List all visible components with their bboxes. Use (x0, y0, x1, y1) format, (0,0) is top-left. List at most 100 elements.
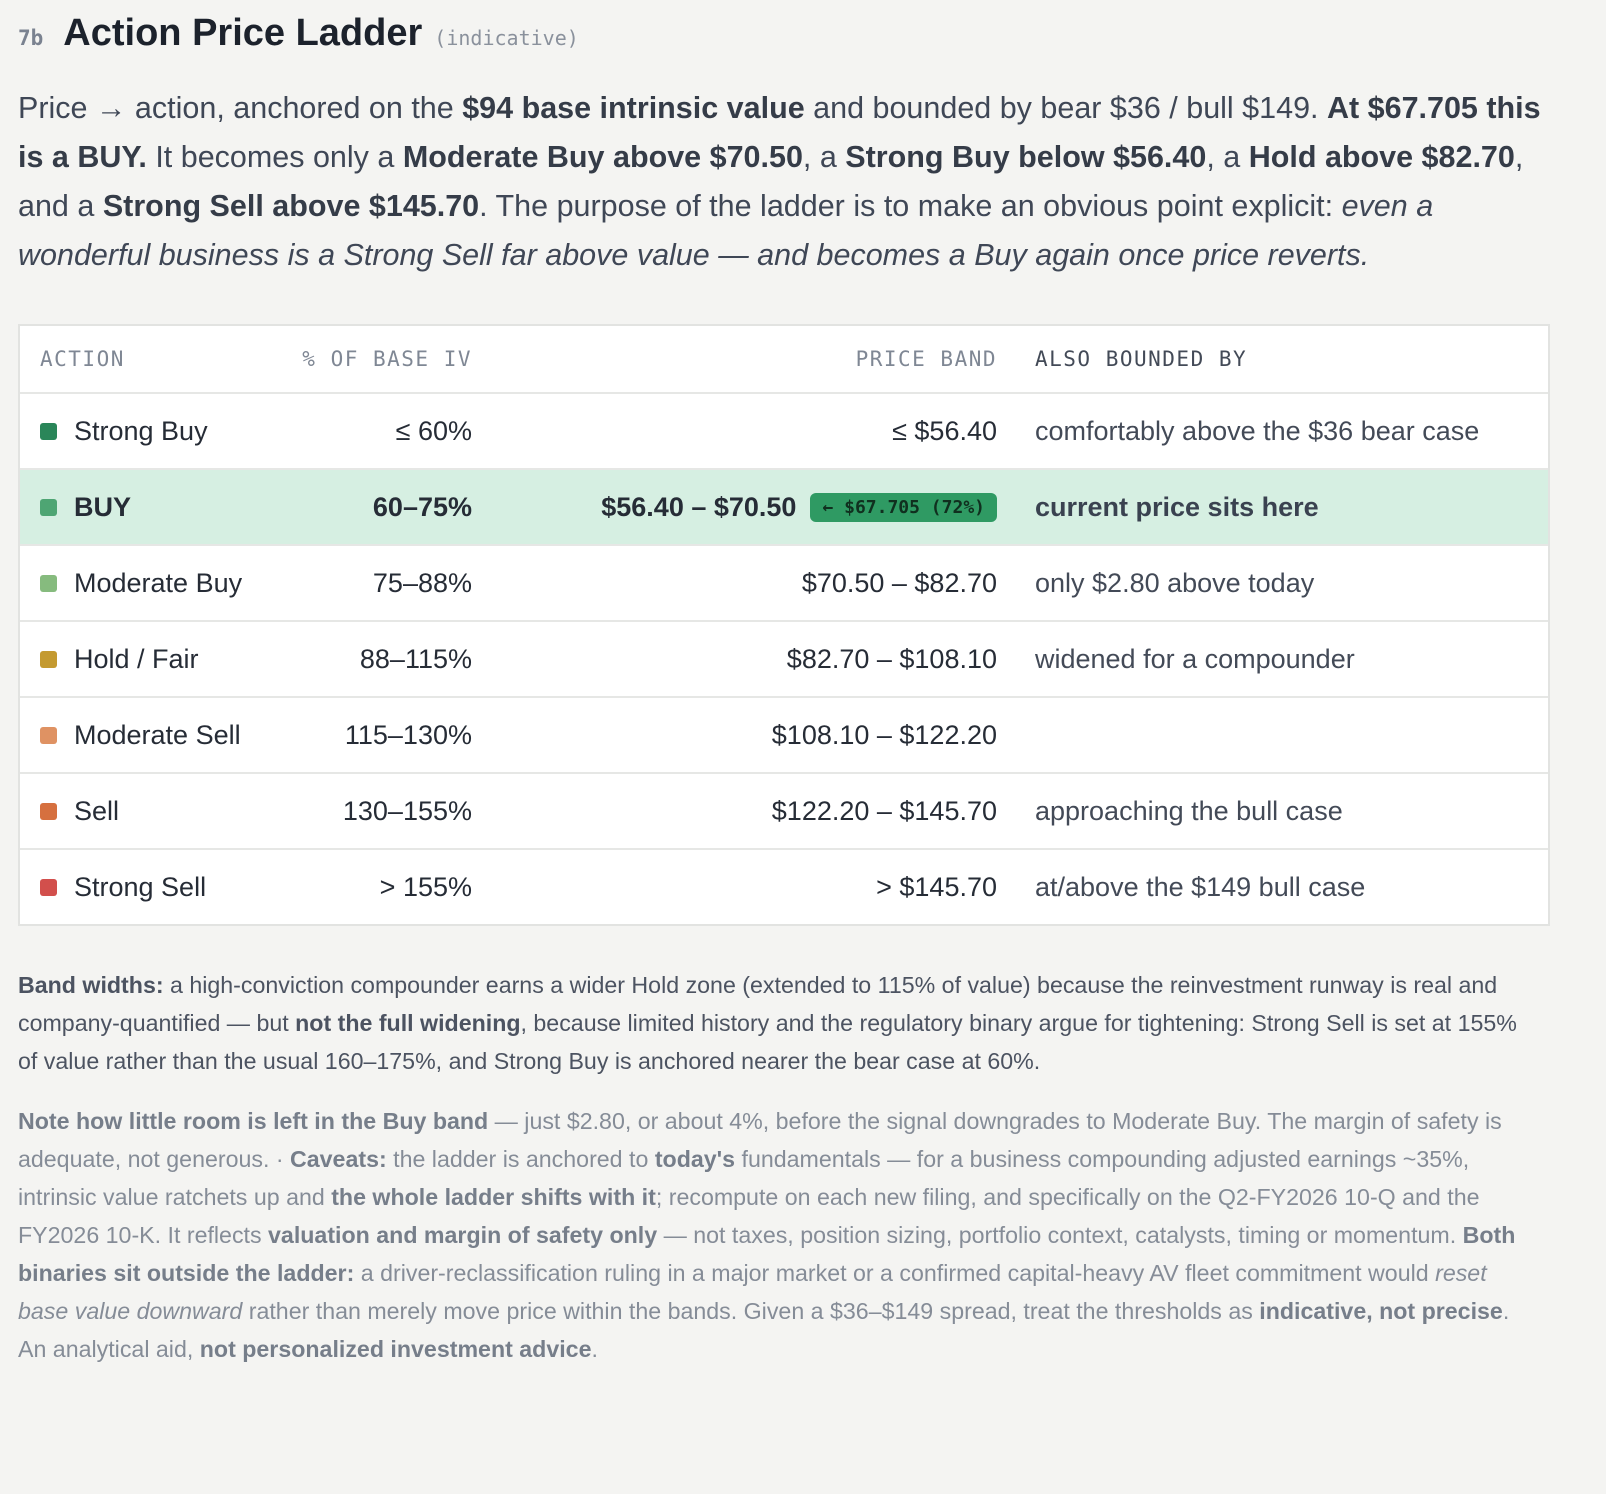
note-cell: at/above the $149 bull case (997, 872, 1548, 903)
current-price-badge: ← $67.705 (72%) (810, 492, 997, 522)
text-run: Moderate Buy above $70.50 (402, 140, 803, 174)
action-cell: Sell (20, 796, 288, 827)
price-band-cell: ≤ $56.40 (472, 416, 997, 447)
color-swatch (40, 422, 57, 440)
text-run: At $67.705 this is a BUY. (18, 91, 1541, 174)
price-band: > $145.70 (876, 871, 997, 902)
percent-cell: 60–75% (372, 491, 472, 522)
text-run: Strong Sell above $145.70 (102, 189, 480, 223)
color-swatch (40, 650, 57, 668)
action-cell: BUY (20, 492, 288, 523)
text-run: a driver-reclassification ruling in a ma… (354, 1260, 1436, 1286)
text-run: Note how little room is left in the Buy … (18, 1108, 489, 1134)
table-row: Moderate Sell 115–130% $108.10 – $122.20 (20, 696, 1548, 772)
percent-cell: 115–130% (344, 719, 472, 750)
text-run: . An analytical aid, (18, 1298, 1510, 1362)
text-run: , a (1206, 140, 1249, 174)
price-band-cell: $70.50 – $82.70 (472, 568, 997, 599)
note-text: only $2.80 above today (1035, 567, 1315, 598)
action-label: BUY (74, 491, 132, 522)
note-cell: comfortably above the $36 bear case (997, 416, 1548, 447)
text-run: even a wonderful business is a Strong Se… (18, 189, 1434, 272)
price-band: $108.10 – $122.20 (771, 719, 997, 750)
ladder-table: ACTION % OF BASE IV PRICE BAND ALSO BOUNDED… (18, 324, 1550, 926)
text-run: the whole ladder shifts with it (331, 1184, 656, 1210)
action-cell: Strong Sell (20, 872, 288, 903)
price-band-cell: > $145.70 (472, 872, 997, 903)
action-label: Strong Buy (74, 415, 208, 446)
action-cell: Hold / Fair (20, 644, 288, 675)
text-run: Band widths: (18, 972, 164, 998)
section: 7b Action Price Ladder (indicative) Pric… (18, 0, 1588, 1368)
color-swatch (40, 574, 57, 592)
percent-cell: 130–155% (342, 795, 472, 826)
text-run: Strong Buy below $56.40 (845, 140, 1207, 174)
price-band-cell: $82.70 – $108.10 (472, 644, 997, 675)
color-swatch (40, 498, 57, 516)
table-row: BUY 60–75% $56.40 – $70.50 ← $67.705 (72%) c… (20, 468, 1548, 544)
text-run: not the full widening (295, 1010, 521, 1036)
price-band: $82.70 – $108.10 (786, 643, 997, 674)
text-run: fundamentals — for a business compoundin… (18, 1146, 1470, 1210)
action-label: Hold / Fair (74, 643, 199, 674)
text-run: $94 base intrinsic value (462, 91, 805, 125)
action-cell: Moderate Buy (20, 568, 288, 599)
percent-cell: 75–88% (372, 567, 472, 598)
note-text: comfortably above the $36 bear case (1035, 415, 1480, 446)
text-run: Hold above $82.70 (1248, 140, 1515, 174)
price-band-cell: $122.20 – $145.70 (472, 796, 997, 827)
percent-cell: > 155% (379, 871, 472, 902)
color-swatch (40, 878, 57, 896)
text-run: not personalized investment advice (199, 1336, 592, 1362)
text-run: , and a (18, 140, 1524, 223)
text-run: . (591, 1336, 598, 1362)
price-band: $56.40 – $70.50 (601, 491, 797, 522)
price-band: $70.50 – $82.70 (801, 567, 997, 598)
price-band: $122.20 – $145.70 (771, 795, 997, 826)
header: 7b Action Price Ladder (indicative) (18, 0, 1588, 70)
percent-cell: 88–115% (359, 643, 472, 674)
note-paragraph: Band widths: a high-conviction compounde… (18, 966, 1538, 1080)
table-row: Sell 130–155% $122.20 – $145.70 approaching… (20, 772, 1548, 848)
intro-paragraph: Price → action, anchored on the $94 base… (18, 84, 1553, 280)
column-header: ACTION (40, 347, 125, 371)
text-run: and bounded by bear $36 / bull $149. (804, 91, 1327, 125)
color-swatch (40, 802, 57, 820)
note-text: current price sits here (1035, 491, 1319, 522)
text-run: Price → action, anchored on the (18, 91, 463, 125)
price-band-cell: $108.10 – $122.20 (472, 720, 997, 751)
text-run: Both binaries sit outside the ladder: (18, 1222, 1516, 1286)
text-run: ; recompute on each new filing, and spec… (18, 1184, 1480, 1248)
column-header: % OF BASE IV (302, 347, 472, 371)
note-cell: widened for a compounder (997, 644, 1548, 675)
table-row: Moderate Buy 75–88% $70.50 – $82.70 only $2… (20, 544, 1548, 620)
note-cell: only $2.80 above today (997, 568, 1548, 599)
text-run: Caveats: (290, 1146, 387, 1172)
text-run: . The purpose of the ladder is to make a… (479, 189, 1342, 223)
text-run: the ladder is anchored to (386, 1146, 655, 1172)
table-row: Strong Sell > 155% > $145.70 at/above the $… (20, 848, 1548, 924)
action-cell: Moderate Sell (20, 720, 288, 751)
section-number: 7b (18, 26, 44, 50)
action-cell: Strong Buy (20, 416, 288, 447)
note-text: at/above the $149 bull case (1035, 871, 1366, 902)
note-cell: current price sits here (997, 492, 1548, 523)
action-label: Sell (74, 795, 120, 826)
text-run: rather than merely move price within the… (242, 1298, 1260, 1324)
text-run: — just $2.80, or about 4%, before the si… (18, 1108, 1502, 1172)
action-label: Strong Sell (74, 871, 207, 902)
header-row: ACTION % OF BASE IV PRICE BAND ALSO BOUNDED… (20, 326, 1548, 392)
text-run: reset base value downward (18, 1260, 1487, 1324)
text-run: , because limited history and the regula… (18, 1010, 1517, 1074)
note-paragraph: Note how little room is left in the Buy … (18, 1102, 1538, 1368)
text-run: — not taxes, position sizing, portfolio … (657, 1222, 1463, 1248)
text-run: It becomes only a (146, 140, 403, 174)
price-band: ≤ $56.40 (892, 415, 997, 446)
price-band-cell: $56.40 – $70.50 ← $67.705 (72%) (472, 492, 997, 523)
percent-cell: ≤ 60% (395, 415, 472, 446)
action-label: Moderate Buy (74, 567, 243, 598)
title-tag: (indicative) (434, 26, 579, 50)
note-text: widened for a compounder (1035, 643, 1355, 674)
text-run: a high-conviction compounder earns a wid… (18, 972, 1498, 1036)
